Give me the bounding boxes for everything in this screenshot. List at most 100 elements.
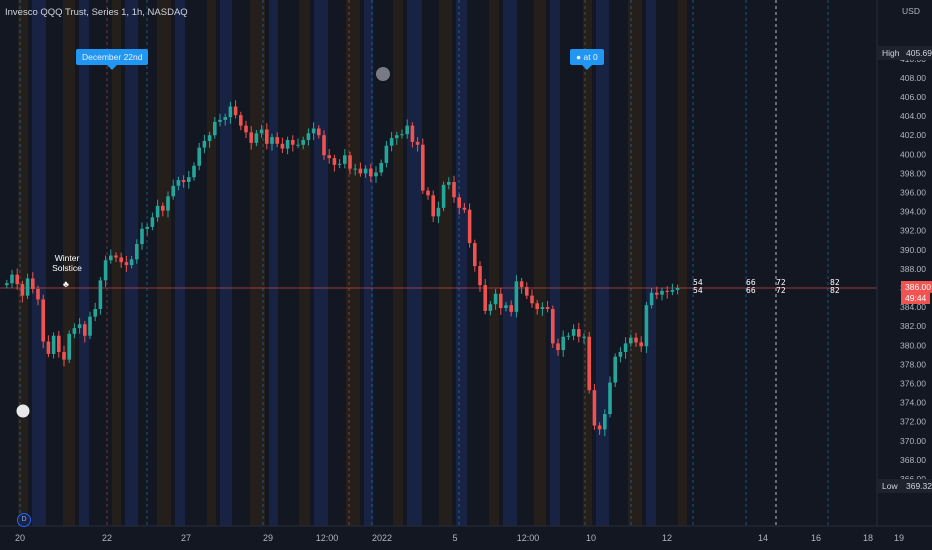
candle-body bbox=[72, 328, 77, 334]
candle-body bbox=[88, 316, 92, 336]
session-band bbox=[157, 0, 171, 526]
candle-body bbox=[25, 278, 30, 296]
x-tick-label: 12:00 bbox=[517, 533, 540, 543]
candle-body bbox=[129, 259, 134, 266]
candle-body bbox=[499, 293, 503, 309]
candle-body bbox=[545, 307, 550, 310]
candle-body bbox=[140, 228, 144, 245]
candle-body bbox=[197, 147, 201, 166]
candle-body bbox=[259, 129, 264, 134]
candle-body bbox=[192, 165, 196, 178]
candle-body bbox=[150, 217, 155, 227]
x-tick-label: 14 bbox=[758, 533, 768, 543]
time-scale-bg bbox=[0, 526, 932, 550]
session-band bbox=[678, 0, 687, 526]
candle-body bbox=[577, 329, 581, 337]
y-tick-label: 388.00 bbox=[900, 264, 926, 274]
candle-body bbox=[327, 155, 331, 159]
session-bands bbox=[18, 0, 687, 526]
candle-body bbox=[57, 335, 61, 352]
candle-body bbox=[119, 257, 123, 263]
candle-body bbox=[41, 299, 45, 342]
count-top: 66 bbox=[746, 278, 756, 287]
candle-body bbox=[426, 190, 430, 196]
candle-body bbox=[109, 255, 113, 261]
candle-body bbox=[369, 168, 373, 177]
candle-body bbox=[244, 125, 248, 133]
candle-body bbox=[77, 324, 82, 329]
candle-body bbox=[223, 117, 227, 120]
candle-body bbox=[441, 184, 446, 208]
x-tick-label: 18 bbox=[863, 533, 873, 543]
candle-body bbox=[265, 129, 269, 144]
candle-body bbox=[618, 351, 623, 357]
candle-body bbox=[374, 172, 378, 177]
candle-body bbox=[675, 288, 680, 290]
solstice-line-1: Winter bbox=[54, 253, 80, 263]
currency-label: USD bbox=[902, 6, 920, 16]
session-band bbox=[32, 0, 46, 526]
session-band bbox=[489, 0, 499, 526]
candle-body bbox=[254, 133, 259, 143]
session-band bbox=[646, 0, 656, 526]
candle-body bbox=[379, 162, 383, 173]
candle-body bbox=[363, 168, 368, 174]
candle-body bbox=[353, 168, 357, 170]
y-tick-label: 378.00 bbox=[900, 359, 926, 369]
y-tick-label: 404.00 bbox=[900, 111, 926, 121]
future-count: 72 72 bbox=[776, 279, 786, 295]
candle-body bbox=[213, 121, 217, 136]
count-bottom: 82 bbox=[830, 286, 840, 295]
x-tick-label: 5 bbox=[452, 533, 457, 543]
candle-body bbox=[285, 139, 290, 149]
candle-body bbox=[233, 106, 238, 116]
candle-body bbox=[239, 115, 243, 126]
candle-body bbox=[571, 329, 576, 336]
candle-body bbox=[249, 132, 253, 143]
candle-body bbox=[322, 135, 326, 156]
y-tick-label: 396.00 bbox=[900, 188, 926, 198]
session-band bbox=[79, 0, 89, 526]
count-bottom: 66 bbox=[746, 286, 756, 295]
future-count: 66 66 bbox=[746, 279, 756, 295]
last-price-tag[interactable]: 386.00 bbox=[901, 281, 932, 293]
candle-body bbox=[483, 285, 487, 311]
candle-body bbox=[218, 119, 222, 122]
candle-body bbox=[395, 135, 399, 139]
candle-body bbox=[171, 185, 175, 197]
candle-body bbox=[31, 278, 35, 289]
event-flag[interactable]: ● at 0 bbox=[570, 49, 604, 70]
candle-body bbox=[176, 180, 181, 186]
y-tick-label: 374.00 bbox=[900, 398, 926, 408]
candle-body bbox=[608, 382, 612, 415]
candle-body bbox=[337, 163, 342, 165]
candle-body bbox=[202, 140, 207, 148]
new-moon-icon bbox=[376, 67, 390, 81]
session-band bbox=[63, 0, 75, 526]
crescent-moon-icon bbox=[186, 99, 193, 113]
solstice-label: Winter Solstice bbox=[48, 253, 86, 273]
y-tick-label: 368.00 bbox=[900, 455, 926, 465]
y-tick-label: 408.00 bbox=[900, 73, 926, 83]
session-band bbox=[364, 0, 373, 526]
candle-body bbox=[587, 336, 591, 391]
session-band bbox=[596, 0, 609, 526]
date-flag[interactable]: December 22nd bbox=[76, 49, 149, 70]
candle-body bbox=[457, 197, 461, 208]
candle-body bbox=[291, 139, 295, 145]
y-tick-label: 400.00 bbox=[900, 149, 926, 159]
y-tick-label: 382.00 bbox=[900, 321, 926, 331]
y-tick-label: 394.00 bbox=[900, 207, 926, 217]
x-tick-label: 29 bbox=[263, 533, 273, 543]
candle-body bbox=[145, 226, 149, 229]
candle-body bbox=[634, 337, 638, 343]
y-axis: 366.00368.00370.00372.00374.00376.00378.… bbox=[900, 54, 926, 484]
candle-body bbox=[270, 137, 274, 144]
candle-body bbox=[207, 135, 212, 141]
y-tick-label: 372.00 bbox=[900, 417, 926, 427]
y-tick-label: 376.00 bbox=[900, 379, 926, 389]
candle-body bbox=[384, 145, 389, 163]
candle-body bbox=[504, 305, 508, 309]
candle-body bbox=[629, 337, 633, 344]
dividend-badge[interactable]: D bbox=[17, 513, 31, 527]
